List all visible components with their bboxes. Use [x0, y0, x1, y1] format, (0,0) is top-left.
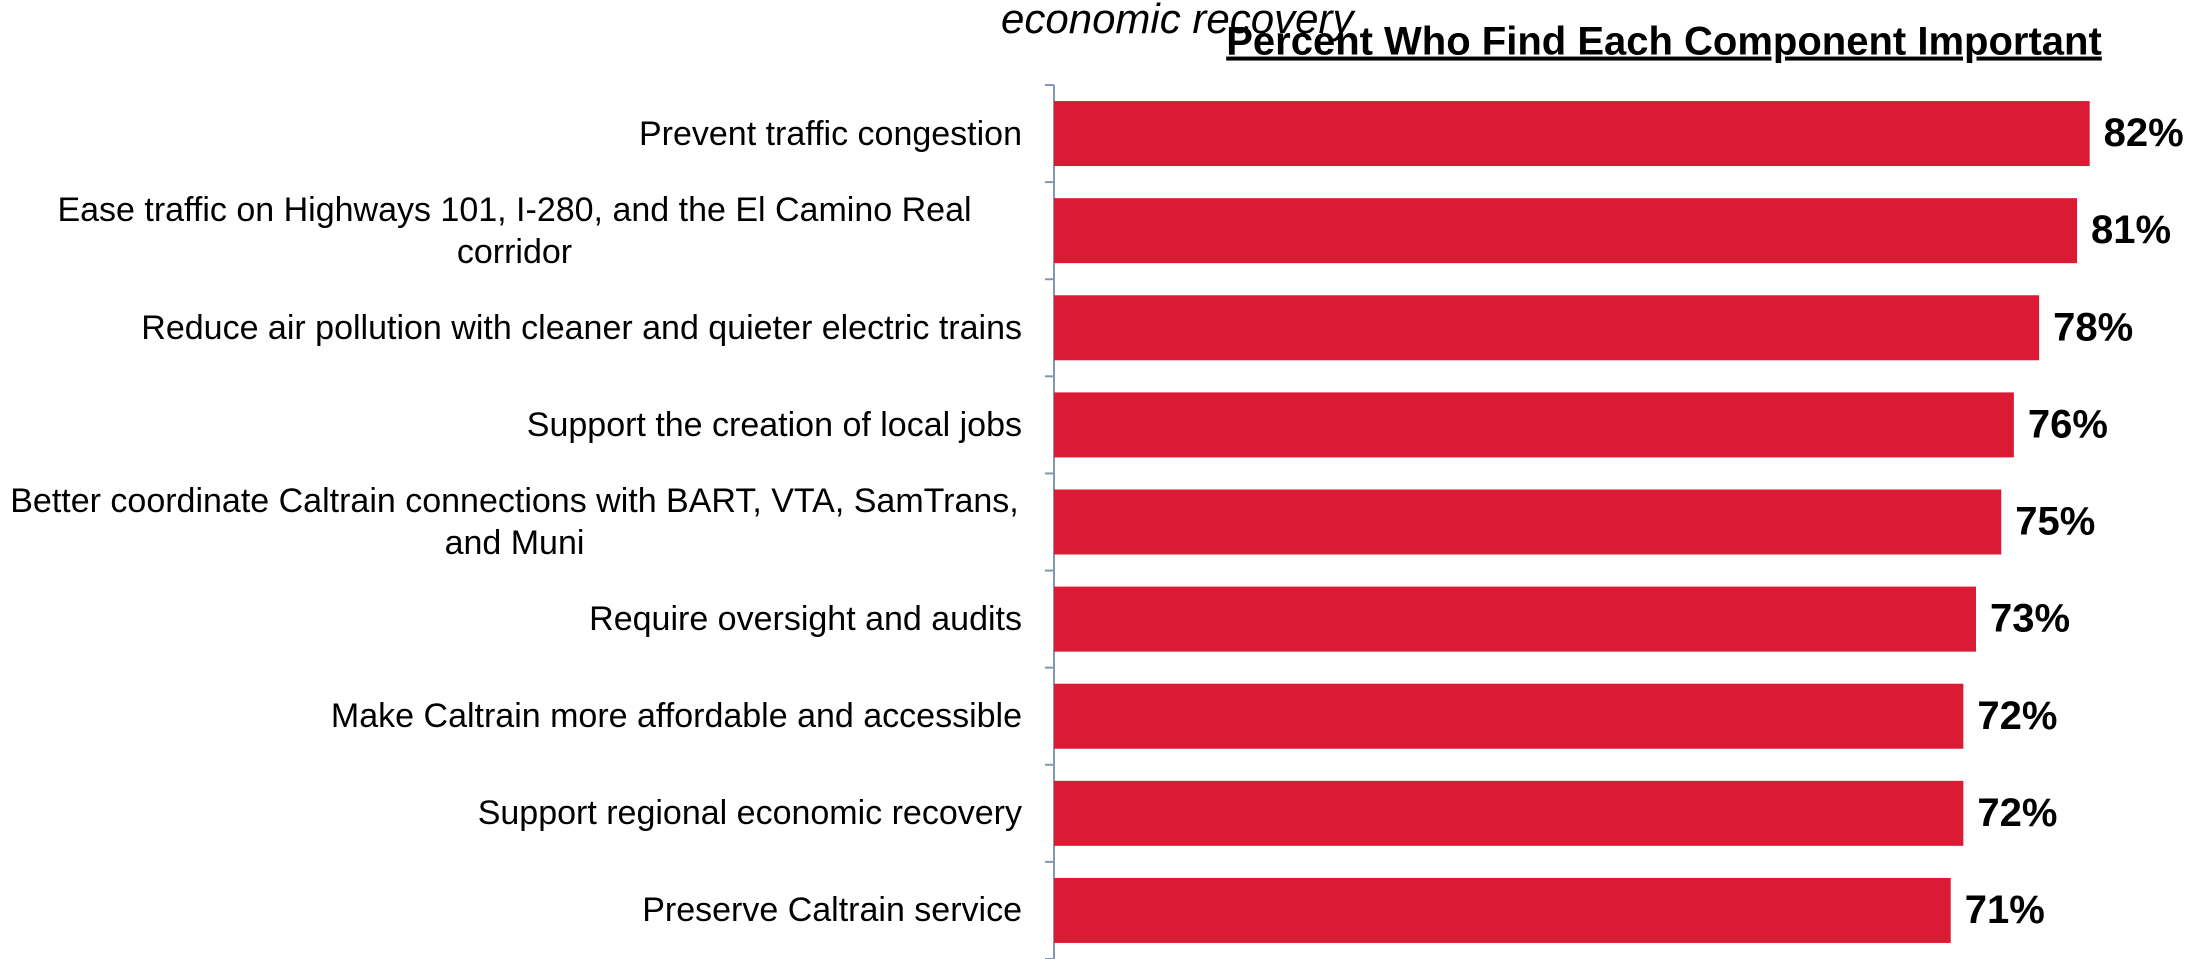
bar — [1054, 683, 1964, 749]
category-label: Make Caltrain more affordable and access… — [330, 697, 1022, 736]
category-label: Support regional economic recovery — [477, 794, 1022, 833]
chart-title: Percent Who Find Each Component Importan… — [1226, 20, 2102, 64]
value-label: 71% — [1965, 888, 2045, 932]
value-label: 75% — [2015, 500, 2095, 544]
bar — [1054, 489, 2002, 555]
value-label: 78% — [2053, 305, 2133, 349]
category-label: Require oversight and audits — [589, 600, 1022, 639]
bar — [1054, 877, 1951, 943]
category-label: Reduce air pollution with cleaner and qu… — [141, 308, 1022, 347]
category-label: Prevent traffic congestion — [638, 114, 1022, 153]
value-label: 73% — [1990, 597, 2070, 641]
bar — [1054, 392, 2014, 458]
annotation: economic recovery — [1001, 0, 1356, 42]
category-label: Support the creation of local jobs — [526, 405, 1022, 444]
value-label: 82% — [2104, 111, 2184, 155]
bar — [1054, 198, 2078, 264]
value-label: 72% — [1977, 694, 2057, 738]
category-label: Ease traffic on Highways 101, I-280, and… — [57, 190, 972, 271]
value-label: 72% — [1977, 791, 2057, 835]
bar — [1054, 780, 1964, 846]
bar — [1054, 586, 1976, 652]
value-label: 76% — [2028, 402, 2108, 446]
category-label: Preserve Caltrain service — [642, 891, 1022, 930]
value-label: 81% — [2091, 208, 2171, 252]
category-label: Better coordinate Caltrain connections w… — [10, 482, 1019, 562]
bar — [1054, 295, 2040, 361]
bar — [1054, 101, 2090, 167]
